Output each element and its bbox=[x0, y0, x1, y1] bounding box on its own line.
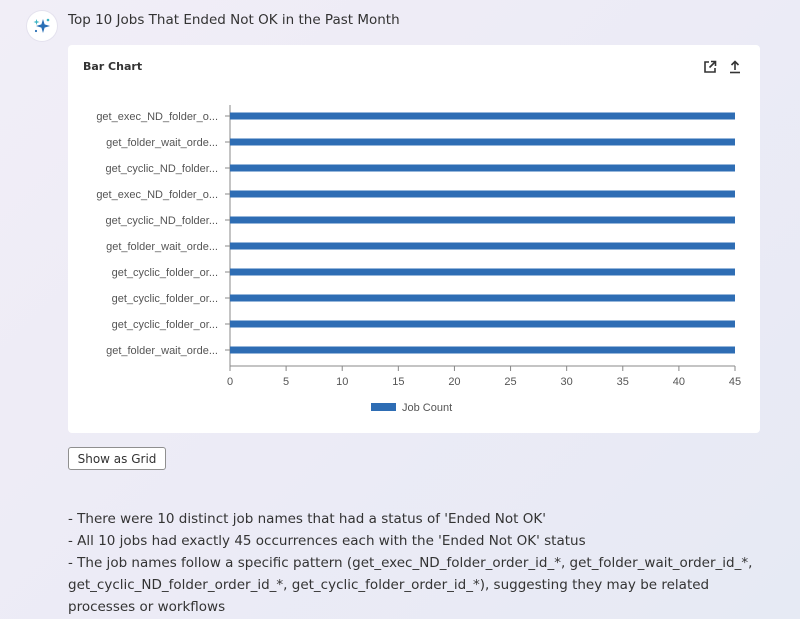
sparkle-logo-icon bbox=[33, 18, 50, 33]
x-tick-label: 10 bbox=[336, 376, 348, 388]
x-tick-label: 25 bbox=[504, 376, 516, 388]
category-tick-label: get_exec_ND_folder_o... bbox=[96, 111, 218, 123]
bar bbox=[230, 268, 735, 276]
chart-card-title: Bar Chart bbox=[83, 60, 143, 73]
category-tick-label: get_cyclic_ND_folder... bbox=[106, 215, 219, 227]
bar bbox=[230, 112, 735, 120]
bar bbox=[230, 164, 735, 172]
x-tick-label: 15 bbox=[392, 376, 404, 388]
legend-label: Job Count bbox=[402, 402, 452, 414]
x-tick-label: 40 bbox=[673, 376, 685, 388]
assistant-avatar bbox=[27, 11, 57, 41]
bar bbox=[230, 346, 735, 354]
category-tick-label: get_folder_wait_orde... bbox=[106, 137, 218, 149]
category-tick-label: get_cyclic_folder_or... bbox=[112, 267, 218, 279]
legend-swatch bbox=[371, 403, 396, 411]
summary-text: - There were 10 distinct job names that … bbox=[68, 508, 768, 618]
summary-line: - All 10 jobs had exactly 45 occurrences… bbox=[68, 533, 586, 549]
show-as-grid-button[interactable]: Show as Grid bbox=[68, 447, 166, 470]
bar bbox=[230, 138, 735, 146]
x-tick-label: 0 bbox=[227, 376, 233, 388]
category-tick-label: get_cyclic_ND_folder... bbox=[106, 163, 219, 175]
page-title: Top 10 Jobs That Ended Not OK in the Pas… bbox=[68, 12, 400, 28]
bar bbox=[230, 242, 735, 250]
summary-line: - The job names follow a specific patter… bbox=[68, 555, 753, 615]
x-tick-label: 35 bbox=[617, 376, 629, 388]
bar bbox=[230, 294, 735, 302]
category-tick-label: get_cyclic_folder_or... bbox=[112, 319, 218, 331]
x-tick-label: 45 bbox=[729, 376, 741, 388]
category-tick-label: get_cyclic_folder_or... bbox=[112, 293, 218, 305]
export-icon[interactable] bbox=[727, 59, 743, 75]
bar bbox=[230, 190, 735, 198]
x-tick-label: 5 bbox=[283, 376, 289, 388]
category-tick-label: get_folder_wait_orde... bbox=[106, 345, 218, 357]
chart-card: Bar Chart get_exec_ND_folder_o... get_fol… bbox=[68, 45, 760, 433]
bar bbox=[230, 320, 735, 328]
bar bbox=[230, 216, 735, 224]
open-external-icon[interactable] bbox=[702, 59, 718, 75]
x-tick-label: 30 bbox=[561, 376, 573, 388]
x-tick-label: 20 bbox=[448, 376, 460, 388]
category-tick-label: get_folder_wait_orde... bbox=[106, 241, 218, 253]
summary-line: - There were 10 distinct job names that … bbox=[68, 511, 546, 527]
category-tick-label: get_exec_ND_folder_o... bbox=[96, 189, 218, 201]
bar-chart: get_exec_ND_folder_o... get_folder_wait_o… bbox=[96, 105, 741, 414]
